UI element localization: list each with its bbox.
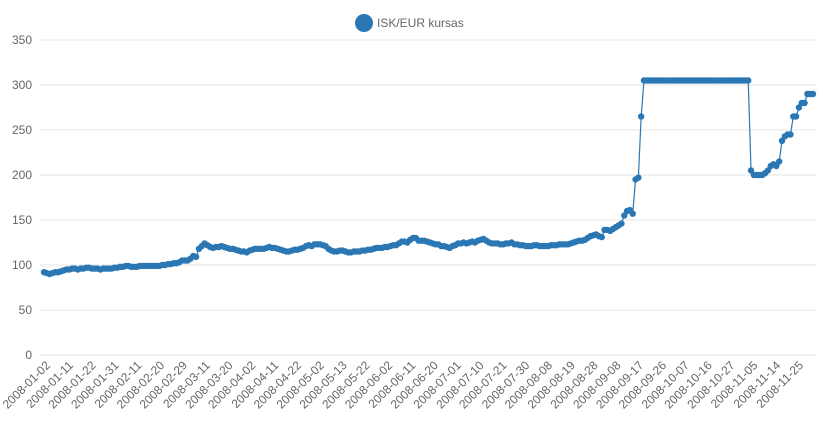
y-tick-label: 150 [12,213,32,227]
data-point [637,113,645,120]
y-tick-label: 50 [19,303,33,317]
data-point [809,90,817,98]
data-point [787,131,794,138]
data-point [635,174,642,181]
legend[interactable]: ISK/EUR kursas [355,14,464,32]
grid-layer [40,39,817,356]
legend-swatch[interactable] [355,14,373,32]
y-tick-label: 0 [25,348,32,362]
y-tick-label: 300 [12,78,32,92]
data-point [629,210,636,217]
y-tick-label: 250 [12,123,32,137]
data-point [745,77,752,84]
data-point [618,220,625,227]
data-point [776,158,783,165]
series-layer [40,77,817,278]
data-point [192,253,200,261]
x-axis: 2008-01-022008-01-112008-01-222008-01-31… [0,358,806,412]
y-tick-label: 350 [12,33,32,47]
y-tick-label: 100 [12,258,32,272]
data-point [598,233,605,241]
data-point [801,99,808,107]
y-axis: 0 50 100 150 200 250 300 350 [12,33,32,362]
y-tick-label: 200 [12,168,32,182]
legend-label[interactable]: ISK/EUR kursas [377,16,464,30]
data-point [792,113,800,120]
